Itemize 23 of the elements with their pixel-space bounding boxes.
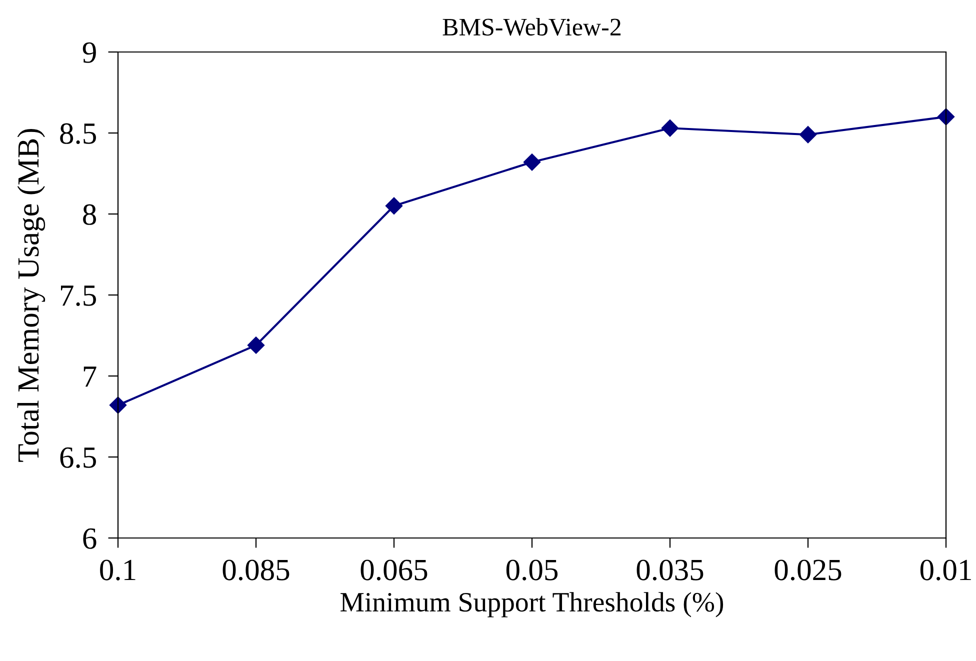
x-tick-label: 0.025: [774, 560, 842, 580]
point: [523, 154, 541, 171]
point: [799, 126, 817, 144]
x-axis-title: Minimum Support Thresholds (%): [340, 592, 724, 618]
x-tick-label: 0.1: [100, 560, 136, 580]
y-tick-label: 7: [84, 366, 96, 387]
y-tick-label: 6.5: [60, 447, 96, 468]
y-tick-label: 8: [83, 204, 96, 225]
chart-title: BMS-WebView-2: [442, 18, 621, 36]
x-tick-label: 0.05: [506, 560, 558, 580]
y-tick-label: 6: [83, 528, 96, 549]
y-axis-title: Total Memory Usage (MB): [17, 128, 46, 462]
point: [385, 197, 403, 214]
y-tick-label: 9: [82, 42, 96, 63]
x-tick-label: 0.01: [920, 560, 971, 580]
x-tick-label: 0.065: [360, 560, 428, 580]
y-tick-label: 8.5: [60, 123, 96, 144]
point: [937, 108, 955, 126]
point: [247, 336, 265, 354]
x-tick-label: 0.035: [636, 560, 704, 580]
point: [661, 120, 679, 137]
y-tick-label: 7.5: [60, 286, 96, 306]
x-tick-label: 0.085: [222, 560, 290, 580]
